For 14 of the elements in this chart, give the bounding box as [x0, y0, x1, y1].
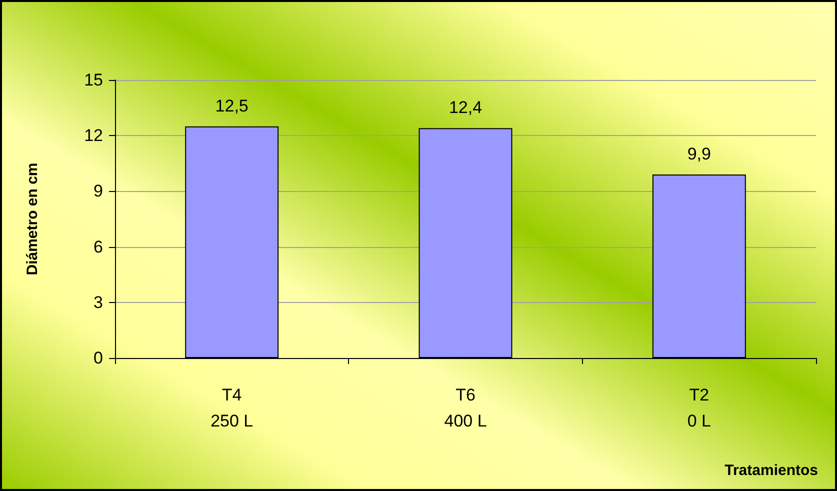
y-tick-label: 0 [94, 348, 103, 368]
y-tick-label: 12 [84, 126, 103, 146]
y-tick-label: 6 [94, 237, 103, 256]
x-axis-title: Tratamientos [724, 462, 818, 479]
y-tick-label: 15 [84, 70, 103, 90]
y-tick-label: 9 [94, 182, 103, 201]
y-tick-label: 3 [94, 292, 103, 312]
x-tick-label: T4 250 L [210, 386, 254, 430]
y-axis-title: Diámetro en cm [24, 162, 41, 276]
x-tick-label: T2 0 L [687, 386, 711, 430]
data-label: 12,5 [215, 96, 248, 116]
x-tick-label: T6 400 L [444, 386, 487, 430]
data-label: 12,4 [448, 98, 482, 118]
data-label: 9,9 [687, 144, 711, 164]
